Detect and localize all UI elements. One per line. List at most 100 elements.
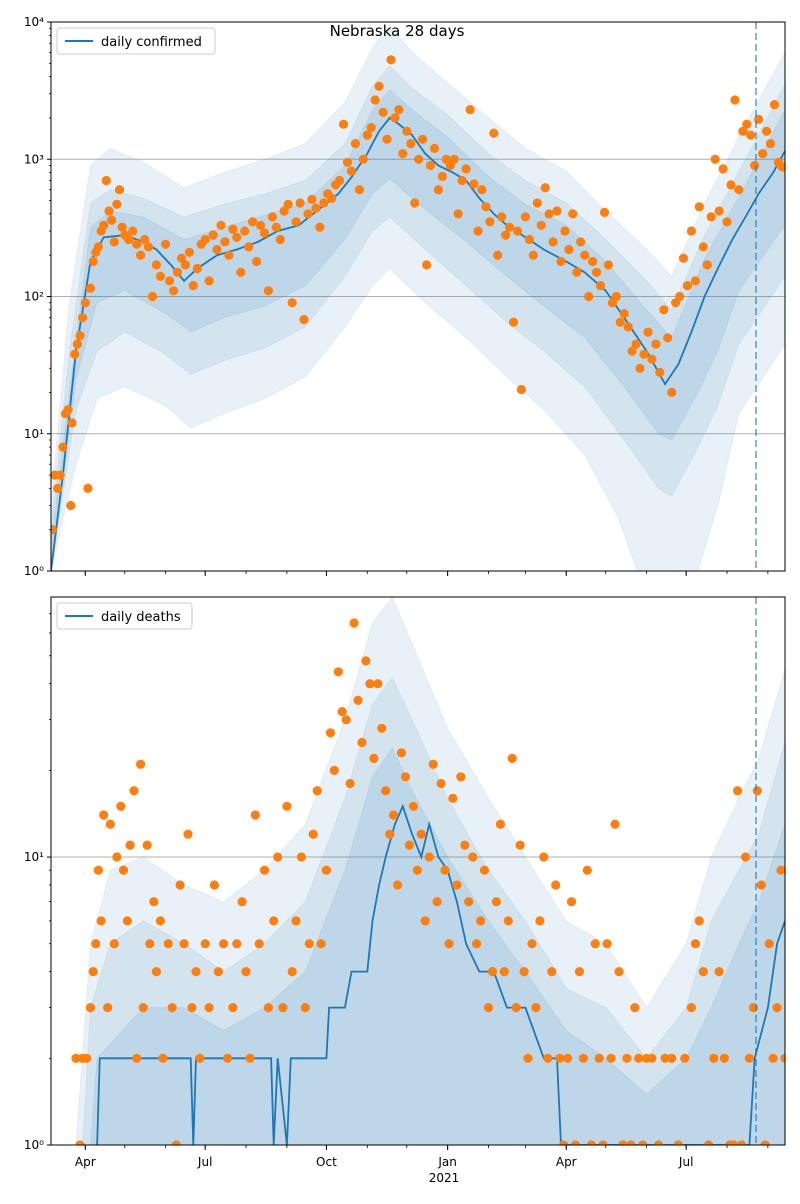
legend: daily confirmed: [56, 27, 216, 55]
x-axis: Apr Jul Oct Jan Apr Jul: [75, 1145, 769, 1169]
observed-point: [556, 256, 566, 267]
observed-point: [733, 786, 743, 796]
observed-point: [188, 281, 198, 291]
x-tick-label: Jul: [678, 1155, 693, 1169]
observed-point: [619, 309, 629, 319]
observed-point: [643, 327, 653, 337]
observed-point: [338, 119, 349, 129]
observed-point: [512, 226, 523, 236]
observed-point: [400, 772, 411, 782]
observed-point: [240, 226, 250, 236]
observed-point: [663, 333, 673, 343]
observed-point: [418, 134, 428, 144]
observed-point: [122, 916, 132, 926]
observed-point: [568, 209, 578, 219]
observed-point: [91, 939, 101, 949]
observed-point: [448, 793, 458, 803]
observed-point: [143, 242, 154, 252]
observed-point: [511, 1003, 521, 1013]
observed-point: [750, 160, 760, 171]
observed-point: [599, 207, 610, 217]
observed-point: [698, 967, 708, 977]
observed-point: [237, 897, 247, 907]
y-tick-label: 10⁰: [24, 1138, 44, 1152]
observed-point: [469, 179, 479, 189]
observed-point: [279, 206, 289, 216]
observed-point: [598, 1140, 608, 1145]
observed-point: [273, 852, 283, 862]
observed-point: [282, 801, 292, 811]
observed-point: [603, 260, 614, 270]
observed-point: [551, 880, 561, 890]
observed-point: [406, 139, 416, 149]
uncertainty-band-inner: [51, 746, 785, 1145]
observed-point: [574, 967, 585, 977]
observed-point: [252, 256, 262, 267]
observed-point: [142, 840, 152, 850]
observed-point: [675, 291, 685, 302]
observed-point: [762, 126, 772, 136]
observed-point: [316, 939, 326, 949]
y-tick-label: 10³: [24, 152, 44, 166]
observed-point: [416, 829, 426, 839]
observed-point: [523, 1053, 533, 1063]
observed-point: [476, 916, 486, 926]
observed-point: [321, 865, 331, 875]
observed-point: [71, 1053, 81, 1063]
observed-point: [200, 939, 210, 949]
observed-point: [200, 234, 210, 245]
observed-point: [460, 840, 470, 850]
observed-point: [83, 483, 93, 493]
observed-point: [250, 810, 260, 820]
observed-point: [195, 1053, 205, 1063]
observed-point: [393, 880, 403, 890]
observed-point: [232, 232, 242, 242]
legend-label: daily confirmed: [101, 35, 202, 50]
observed-point: [116, 801, 126, 811]
observed-point: [614, 967, 624, 977]
observed-point: [764, 939, 774, 949]
observed-point: [312, 786, 322, 796]
observed-point: [555, 1053, 565, 1063]
observed-point: [228, 224, 238, 234]
observed-point: [254, 939, 264, 949]
legend: daily deaths: [56, 602, 193, 630]
observed-point: [622, 1053, 632, 1063]
observed-point: [245, 1053, 255, 1063]
observed-point: [149, 897, 159, 907]
observed-point: [283, 199, 293, 209]
model-line: [51, 116, 785, 571]
observed-point: [255, 220, 266, 230]
observed-point: [161, 239, 171, 249]
observed-point: [129, 786, 139, 796]
observed-point: [543, 1053, 553, 1063]
observed-point: [769, 100, 780, 110]
observed-point: [112, 199, 122, 209]
observed-point: [382, 134, 392, 144]
observed-point: [718, 164, 728, 174]
observed-point: [527, 939, 537, 949]
observed-point: [686, 226, 697, 236]
observed-point: [63, 405, 73, 415]
observed-point: [362, 130, 372, 140]
y-tick-label: 10¹: [24, 850, 44, 864]
observed-point: [55, 470, 65, 480]
observed-point: [560, 226, 570, 236]
observed-point: [627, 346, 637, 356]
observed-point: [765, 139, 776, 149]
x-tick-label: Apr: [75, 1155, 96, 1169]
observed-point: [179, 939, 189, 949]
observed-point: [307, 194, 317, 204]
observed-point: [304, 939, 314, 949]
y-tick-label: 10¹: [24, 427, 44, 441]
observed-point: [570, 1140, 581, 1145]
observed-point: [752, 786, 762, 796]
x-axis: [84, 571, 769, 576]
observed-point: [114, 185, 125, 195]
observed-point: [704, 1140, 714, 1145]
observed-point: [147, 291, 158, 302]
observed-point: [70, 349, 80, 359]
observed-point: [516, 384, 527, 395]
observed-point: [315, 222, 325, 232]
